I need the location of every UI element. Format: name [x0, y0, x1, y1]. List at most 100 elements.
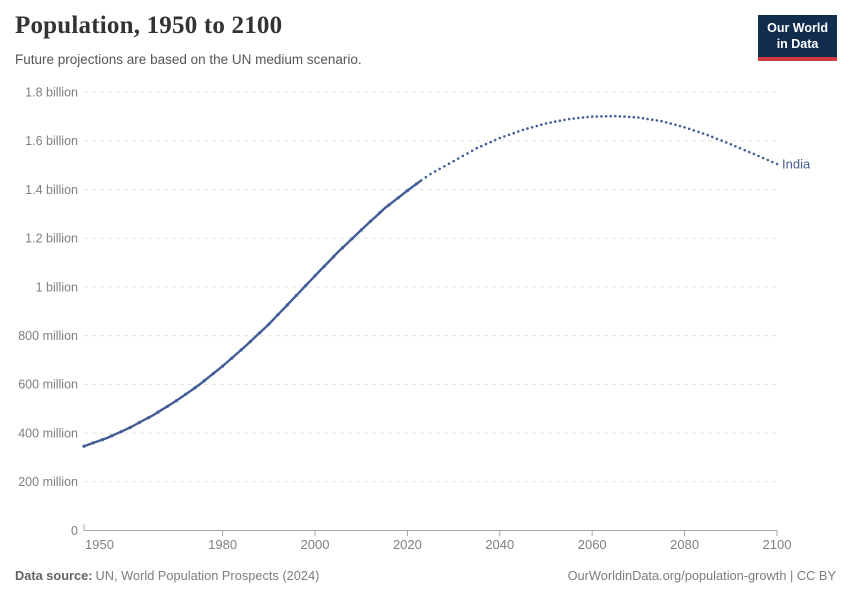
owid-logo[interactable]: Our World in Data — [758, 15, 837, 61]
population-dot-historical[interactable] — [258, 331, 262, 335]
population-dot-historical[interactable] — [304, 283, 308, 288]
population-dot-projection[interactable] — [646, 117, 649, 121]
population-dot-projection[interactable] — [604, 115, 608, 118]
population-dot-historical[interactable] — [350, 237, 354, 241]
population-dot-projection[interactable] — [466, 152, 469, 155]
population-dot-projection[interactable] — [669, 122, 672, 125]
population-dot-historical[interactable] — [378, 211, 382, 215]
population-dot-projection[interactable] — [507, 133, 511, 137]
population-dot-projection[interactable] — [715, 137, 719, 141]
population-dot-projection[interactable] — [489, 140, 492, 144]
population-dot-projection[interactable] — [470, 149, 474, 153]
population-dot-projection[interactable] — [711, 135, 714, 139]
population-dot-projection[interactable] — [600, 115, 603, 118]
population-dot-projection[interactable] — [724, 141, 728, 144]
population-dot-historical[interactable] — [331, 255, 336, 259]
population-dot-historical[interactable] — [174, 399, 178, 403]
population-dot-projection[interactable] — [743, 148, 746, 152]
population-dot-projection[interactable] — [563, 118, 566, 122]
population-dot-projection[interactable] — [572, 117, 575, 120]
population-dot-historical[interactable] — [211, 371, 215, 376]
population-dot-historical[interactable] — [82, 444, 86, 448]
population-dot-projection[interactable] — [443, 165, 446, 168]
population-dot-historical[interactable] — [119, 430, 123, 434]
population-dot-historical[interactable] — [368, 219, 372, 223]
population-dot-historical[interactable] — [322, 264, 326, 268]
population-dot-projection[interactable] — [655, 119, 659, 122]
population-dot-projection[interactable] — [530, 126, 534, 129]
population-dot-historical[interactable] — [405, 189, 409, 193]
population-dot-projection[interactable] — [729, 143, 733, 146]
population-dot-projection[interactable] — [549, 121, 552, 124]
credit-link[interactable]: OurWorldinData.org/population-growth | C… — [567, 568, 836, 583]
series-label-india[interactable]: India — [782, 157, 811, 172]
population-dot-projection[interactable] — [687, 127, 691, 131]
population-dot-historical[interactable] — [100, 438, 105, 442]
population-dot-projection[interactable] — [590, 115, 594, 118]
population-dot-historical[interactable] — [248, 340, 252, 344]
population-dot-projection[interactable] — [761, 156, 765, 160]
population-dot-projection[interactable] — [720, 139, 723, 142]
population-dot-projection[interactable] — [595, 115, 599, 118]
population-dot-projection[interactable] — [734, 145, 737, 148]
population-dot-projection[interactable] — [766, 158, 770, 162]
population-dot-projection[interactable] — [553, 120, 557, 123]
population-dot-projection[interactable] — [540, 123, 543, 126]
population-dot-projection[interactable] — [775, 162, 779, 166]
population-dot-projection[interactable] — [632, 115, 636, 119]
population-dot-projection[interactable] — [452, 159, 455, 163]
series-india[interactable]: India — [82, 114, 811, 448]
population-dot-projection[interactable] — [651, 118, 654, 121]
population-dot-projection[interactable] — [674, 123, 677, 127]
population-dot-projection[interactable] — [660, 119, 663, 123]
population-dot-projection[interactable] — [697, 130, 700, 134]
population-dot-projection[interactable] — [664, 121, 668, 124]
population-dot-projection[interactable] — [609, 114, 612, 118]
population-dot-historical[interactable] — [221, 364, 225, 368]
population-dot-historical[interactable] — [387, 203, 391, 207]
population-dot-projection[interactable] — [438, 167, 442, 171]
population-dot-projection[interactable] — [748, 150, 751, 154]
population-dot-historical[interactable] — [184, 392, 188, 396]
population-dot-projection[interactable] — [577, 116, 580, 120]
population-dot-projection[interactable] — [706, 133, 709, 137]
population-dot-historical[interactable] — [230, 356, 234, 360]
population-dot-projection[interactable] — [752, 152, 756, 156]
population-dot-projection[interactable] — [535, 124, 539, 128]
population-dot-historical[interactable] — [156, 410, 160, 414]
population-dot-projection[interactable] — [512, 131, 515, 135]
population-dot-historical[interactable] — [91, 441, 95, 445]
population-dot-historical[interactable] — [202, 379, 206, 383]
population-dot-historical[interactable] — [276, 313, 280, 317]
population-dot-projection[interactable] — [456, 157, 460, 160]
population-dot-projection[interactable] — [627, 115, 631, 119]
population-dot-projection[interactable] — [623, 115, 626, 118]
population-dot-projection[interactable] — [581, 116, 585, 119]
population-dot-historical[interactable] — [359, 228, 363, 232]
population-dot-projection[interactable] — [424, 175, 428, 179]
population-dot-projection[interactable] — [544, 122, 548, 125]
population-dot-historical[interactable] — [415, 182, 419, 186]
population-dot-projection[interactable] — [480, 144, 483, 148]
population-dot-projection[interactable] — [683, 126, 686, 129]
population-dot-projection[interactable] — [567, 117, 571, 121]
population-dot-projection[interactable] — [498, 136, 502, 140]
population-dot-projection[interactable] — [475, 146, 479, 150]
population-dot-historical[interactable] — [147, 416, 151, 420]
population-dot-projection[interactable] — [771, 160, 774, 164]
population-dot-projection[interactable] — [641, 117, 645, 120]
population-dot-projection[interactable] — [521, 128, 525, 132]
population-dot-historical[interactable] — [165, 404, 169, 409]
population-dot-projection[interactable] — [526, 127, 529, 130]
population-dot-historical[interactable] — [137, 420, 141, 425]
population-dot-projection[interactable] — [461, 154, 465, 158]
population-dot-projection[interactable] — [614, 114, 617, 118]
population-dot-projection[interactable] — [678, 124, 682, 128]
population-dot-projection[interactable] — [517, 130, 520, 133]
population-dot-projection[interactable] — [484, 142, 488, 146]
population-dot-projection[interactable] — [701, 132, 705, 135]
population-dot-projection[interactable] — [433, 170, 437, 173]
population-dot-historical[interactable] — [193, 386, 197, 390]
population-dot-projection[interactable] — [757, 154, 760, 158]
population-dot-historical[interactable] — [396, 196, 400, 200]
